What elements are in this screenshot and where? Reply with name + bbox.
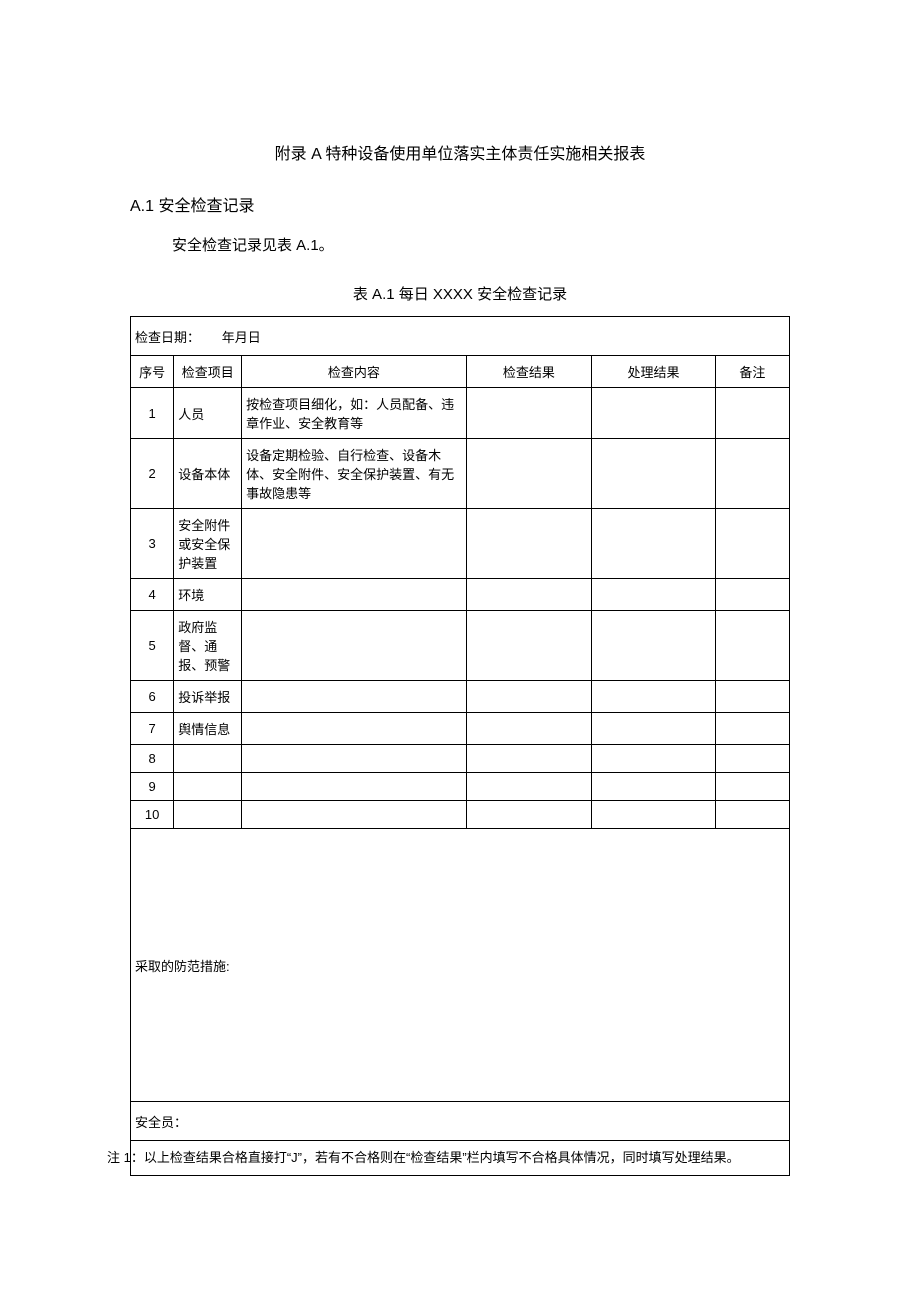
cell-content: 设备定期检验、自行检查、设备木体、安全附件、安全保护装置、有无事故隐患等 [242, 439, 466, 509]
cell-seq: 8 [131, 745, 174, 773]
cell-content [242, 509, 466, 579]
cell-process [592, 773, 716, 801]
col-header-item: 检查项目 [174, 356, 242, 388]
cell-item: 人员 [174, 388, 242, 439]
measures-row: 采取的防范措施: [131, 829, 790, 1102]
cell-seq: 6 [131, 681, 174, 713]
table-row: 4 环境 [131, 579, 790, 611]
cell-result [466, 388, 592, 439]
cell-content [242, 713, 466, 745]
cell-result [466, 801, 592, 829]
cell-seq: 1 [131, 388, 174, 439]
cell-note [715, 745, 789, 773]
cell-seq: 7 [131, 713, 174, 745]
intro-text: 安全检查记录见表 A.1。 [172, 234, 790, 255]
cell-note [715, 713, 789, 745]
cell-seq: 9 [131, 773, 174, 801]
footnote-text: 注 1：以上检查结果合格直接打“J”，若有不合格则在“检查结果”栏内填写不合格具… [107, 1150, 740, 1165]
cell-note [715, 801, 789, 829]
measures-label: 采取的防范措施: [135, 959, 230, 974]
cell-process [592, 579, 716, 611]
date-label: 检查日期： [135, 330, 200, 345]
table-row: 10 [131, 801, 790, 829]
cell-content [242, 773, 466, 801]
cell-content [242, 611, 466, 681]
cell-item [174, 745, 242, 773]
table-row: 3 安全附件或安全保护装置 [131, 509, 790, 579]
cell-item [174, 801, 242, 829]
cell-item: 投诉举报 [174, 681, 242, 713]
safety-officer-row: 安全员： [131, 1102, 790, 1141]
table-header-row: 序号 检查项目 检查内容 检查结果 处理结果 备注 [131, 356, 790, 388]
table-row: 6 投诉举报 [131, 681, 790, 713]
cell-note [715, 681, 789, 713]
table-row: 7 舆情信息 [131, 713, 790, 745]
page: 附录 A 特种设备使用单位落实主体责任实施相关报表 A.1 安全检查记录 安全检… [0, 0, 920, 1301]
footnote-row: 注 1：以上检查结果合格直接打“J”，若有不合格则在“检查结果”栏内填写不合格具… [131, 1141, 790, 1176]
cell-result [466, 509, 592, 579]
cell-process [592, 713, 716, 745]
cell-process [592, 801, 716, 829]
cell-process [592, 611, 716, 681]
cell-note [715, 439, 789, 509]
cell-process [592, 439, 716, 509]
cell-note [715, 388, 789, 439]
safety-officer-label: 安全员： [135, 1115, 187, 1130]
cell-item [174, 773, 242, 801]
cell-note [715, 773, 789, 801]
cell-seq: 10 [131, 801, 174, 829]
cell-seq: 2 [131, 439, 174, 509]
cell-content: 按检查项目细化，如：人员配备、违章作业、安全教育等 [242, 388, 466, 439]
document-title: 附录 A 特种设备使用单位落实主体责任实施相关报表 [130, 140, 790, 164]
cell-item: 环境 [174, 579, 242, 611]
col-header-result: 检查结果 [466, 356, 592, 388]
cell-seq: 4 [131, 579, 174, 611]
cell-result [466, 713, 592, 745]
table-row: 5 政府监督、通报、预警 [131, 611, 790, 681]
cell-content [242, 681, 466, 713]
cell-note [715, 611, 789, 681]
table-date-row: 检查日期： 年月日 [131, 317, 790, 356]
table-caption: 表 A.1 每日 XXXX 安全检查记录 [130, 283, 790, 304]
cell-content [242, 801, 466, 829]
table-row: 1 人员 按检查项目细化，如：人员配备、违章作业、安全教育等 [131, 388, 790, 439]
table-row: 9 [131, 773, 790, 801]
date-value: 年月日 [222, 330, 261, 345]
cell-result [466, 439, 592, 509]
cell-process [592, 681, 716, 713]
cell-process [592, 745, 716, 773]
cell-seq: 3 [131, 509, 174, 579]
section-heading: A.1 安全检查记录 [130, 192, 790, 216]
cell-process [592, 388, 716, 439]
cell-result [466, 773, 592, 801]
cell-result [466, 745, 592, 773]
table-row: 8 [131, 745, 790, 773]
col-header-seq: 序号 [131, 356, 174, 388]
cell-result [466, 611, 592, 681]
cell-item: 安全附件或安全保护装置 [174, 509, 242, 579]
inspection-table: 检查日期： 年月日 序号 检查项目 检查内容 检查结果 处理结果 备注 1 人员… [130, 316, 790, 1176]
col-header-process: 处理结果 [592, 356, 716, 388]
cell-result [466, 579, 592, 611]
cell-content [242, 745, 466, 773]
cell-item: 舆情信息 [174, 713, 242, 745]
table-row: 2 设备本体 设备定期检验、自行检查、设备木体、安全附件、安全保护装置、有无事故… [131, 439, 790, 509]
cell-result [466, 681, 592, 713]
cell-item: 政府监督、通报、预警 [174, 611, 242, 681]
cell-process [592, 509, 716, 579]
cell-item: 设备本体 [174, 439, 242, 509]
cell-seq: 5 [131, 611, 174, 681]
col-header-note: 备注 [715, 356, 789, 388]
col-header-content: 检查内容 [242, 356, 466, 388]
cell-note [715, 509, 789, 579]
cell-note [715, 579, 789, 611]
cell-content [242, 579, 466, 611]
